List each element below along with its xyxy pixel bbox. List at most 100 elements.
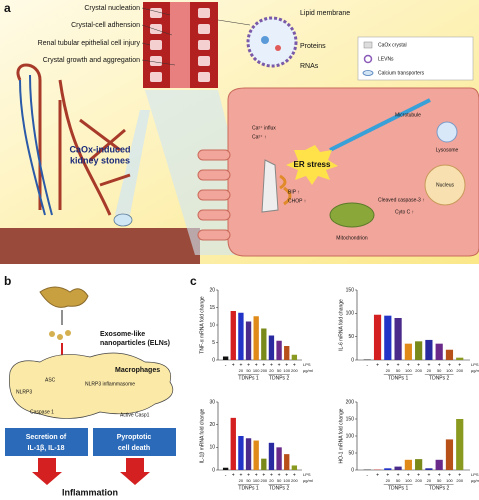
bar <box>261 458 267 470</box>
lps-label: + <box>427 362 430 368</box>
bar <box>415 459 423 470</box>
x-tick-label: 20 <box>239 478 244 483</box>
x-tick-label: 200 <box>291 478 298 483</box>
outcome-box <box>93 428 176 456</box>
vesicle-label: Proteins <box>300 43 326 50</box>
x-tick-label: 100 <box>405 368 412 373</box>
macrophage-label: Macrophages <box>115 367 160 374</box>
lps-label: + <box>262 472 265 478</box>
lps-label: + <box>262 362 265 368</box>
bar <box>456 357 464 360</box>
bar <box>276 447 282 470</box>
lps-label: + <box>438 472 441 478</box>
tube-label: Crystal growth and aggregation <box>43 57 140 64</box>
lps-label: + <box>232 362 235 368</box>
lps-label: + <box>397 362 400 368</box>
x-tick-label: 50 <box>437 368 442 373</box>
bar <box>384 468 392 470</box>
box-label: IL-1β, IL-18 <box>28 445 65 452</box>
elns-label: Exosome-like <box>100 331 145 338</box>
kidney-tubules <box>16 63 131 216</box>
panel-label: a <box>4 1 11 15</box>
bar <box>253 440 259 470</box>
bar <box>245 438 252 470</box>
bar <box>415 341 423 360</box>
lps-row-label: LPS <box>471 362 479 367</box>
y-tick-label: 5 <box>212 340 215 346</box>
y-tick-label: 150 <box>346 416 355 422</box>
x-tick-label: 100 <box>446 478 453 483</box>
lps-label: + <box>376 472 379 478</box>
bar <box>456 419 464 470</box>
x-tick-label: 20 <box>239 368 244 373</box>
y-tick-label: 0 <box>212 357 215 363</box>
bar <box>404 343 412 360</box>
cell-label: Nucleus <box>436 182 455 188</box>
bar <box>445 349 454 360</box>
tube-label: Renal tubular epithelial cell injury <box>38 40 141 47</box>
bar <box>268 442 275 470</box>
label: NLRP3 <box>16 389 32 395</box>
cell-label: Cyto C ↑ <box>395 209 414 215</box>
bar <box>230 311 236 360</box>
x-tick-label: 100 <box>283 478 290 483</box>
lps-row-label: LPS <box>471 472 479 477</box>
arrow <box>32 458 62 485</box>
bar <box>245 321 252 360</box>
box-label: Secretion of <box>26 434 67 441</box>
y-tick-label: 10 <box>209 322 215 328</box>
elns <box>49 330 71 340</box>
box-label: Pyroptotic <box>117 434 152 441</box>
bar <box>222 356 229 360</box>
bar <box>276 340 282 360</box>
x-tick-label: 50 <box>277 478 282 483</box>
elns-label: nanoparticles (ELNs) <box>100 340 170 347</box>
bar <box>435 343 443 360</box>
lps-label: + <box>386 362 389 368</box>
lps-label: + <box>448 362 451 368</box>
panel-label: b <box>4 274 11 288</box>
lps-label: + <box>417 362 420 368</box>
y-axis-label: HO-1 mRNA fold change <box>338 408 344 463</box>
vesicle <box>246 16 298 68</box>
legend-icon <box>362 70 374 76</box>
legend-label: LEVNs <box>378 56 394 62</box>
y-tick-label: 200 <box>346 399 355 405</box>
lps-label: + <box>232 472 235 478</box>
y-tick-label: 0 <box>212 467 215 473</box>
macrophage <box>9 352 174 419</box>
legend-label: CaOx crystal <box>378 42 407 48</box>
unit-label: μg/ml <box>471 478 479 483</box>
group-label: TDNPs 1 <box>388 375 409 381</box>
lps-label: + <box>270 472 273 478</box>
y-axis-label: IL-6 mRNA fold change <box>338 299 344 351</box>
y-tick-label: 50 <box>348 334 354 340</box>
bar <box>268 335 275 360</box>
y-tick-label: 100 <box>346 433 355 439</box>
cell-label: Lysosome <box>436 147 459 153</box>
cell-label: Cleaved caspase-3 ↑ <box>378 197 425 203</box>
box-label: cell death <box>118 445 150 452</box>
x-tick-label: 50 <box>277 368 282 373</box>
x-tick-label: 200 <box>260 478 267 483</box>
lps-label: + <box>427 472 430 478</box>
bar <box>261 328 267 360</box>
lps-label: + <box>278 362 281 368</box>
x-tick-label: 50 <box>437 478 442 483</box>
outcome-label: Inflammation <box>62 487 118 497</box>
bar <box>253 316 259 360</box>
lps-label: + <box>407 362 410 368</box>
bar <box>284 454 290 470</box>
bar <box>394 318 402 360</box>
er-stress-burst <box>286 145 338 185</box>
lps-label: + <box>278 472 281 478</box>
crystal <box>261 159 279 213</box>
bar <box>384 315 392 360</box>
group-label: TDNPs 1 <box>238 375 259 381</box>
x-tick-label: 200 <box>415 478 422 483</box>
lps-label: + <box>448 472 451 478</box>
cell-label: Microtubule <box>395 112 421 118</box>
lps-label: - <box>366 362 368 368</box>
bar <box>435 459 443 470</box>
x-tick-label: 20 <box>269 368 274 373</box>
